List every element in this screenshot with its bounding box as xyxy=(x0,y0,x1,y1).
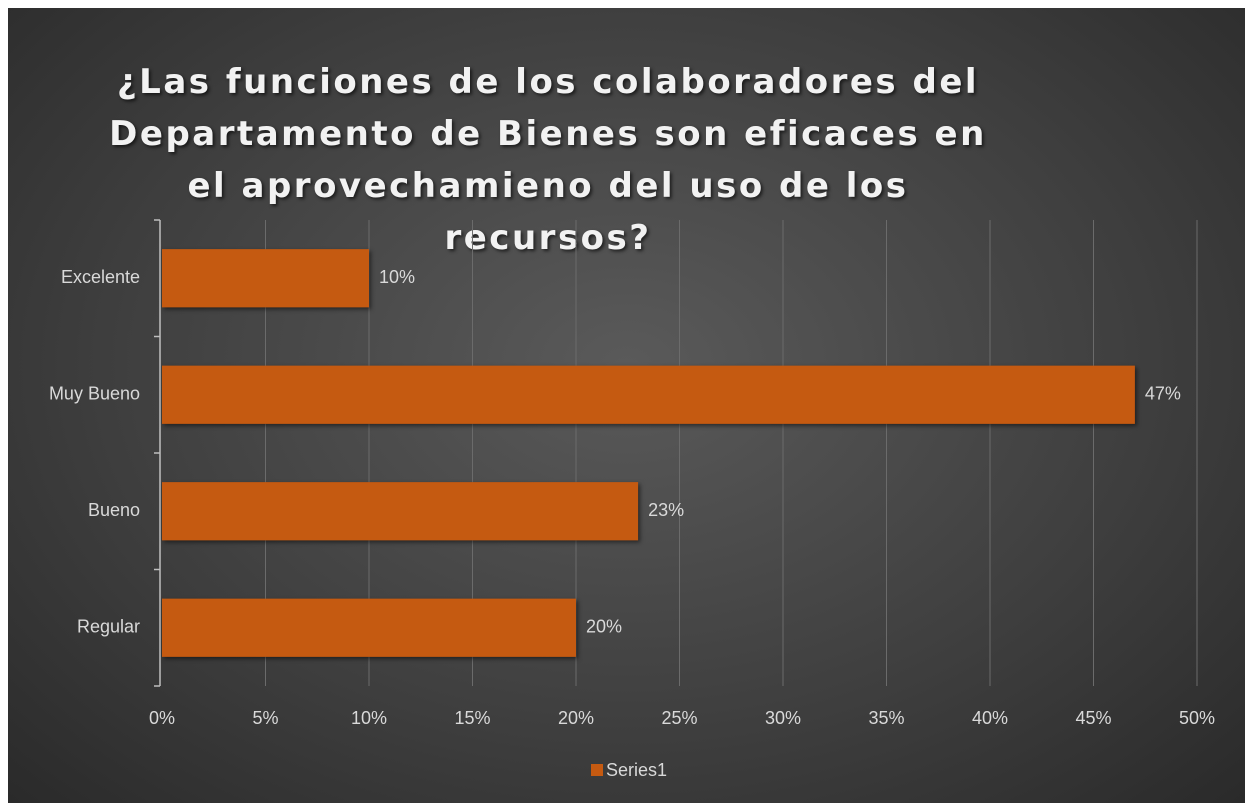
y-tick-label: Bueno xyxy=(88,500,140,520)
y-tick-label: Excelente xyxy=(61,267,140,287)
x-tick-label: 25% xyxy=(661,708,697,728)
data-label: 47% xyxy=(1145,384,1181,404)
legend-swatch xyxy=(591,764,603,776)
x-tick-label: 45% xyxy=(1075,708,1111,728)
chart-title: ¿Las funciones de los colaboradores del … xyxy=(109,62,987,258)
x-tick-label: 20% xyxy=(558,708,594,728)
x-tick-label: 5% xyxy=(252,708,278,728)
bar xyxy=(162,598,576,657)
bar xyxy=(162,249,369,308)
bar xyxy=(162,365,1135,424)
data-label: 10% xyxy=(379,267,415,287)
data-label: 23% xyxy=(648,500,684,520)
x-tick-label: 15% xyxy=(454,708,490,728)
x-tick-label: 30% xyxy=(765,708,801,728)
data-label: 20% xyxy=(586,617,622,637)
legend-label: Series1 xyxy=(606,760,667,780)
x-tick-label: 40% xyxy=(972,708,1008,728)
x-tick-label: 10% xyxy=(351,708,387,728)
y-tick-label: Muy Bueno xyxy=(49,384,140,404)
x-tick-label: 35% xyxy=(868,708,904,728)
y-tick-label: Regular xyxy=(77,617,140,637)
x-tick-label: 0% xyxy=(149,708,175,728)
bar xyxy=(162,482,639,541)
x-tick-label: 50% xyxy=(1179,708,1215,728)
